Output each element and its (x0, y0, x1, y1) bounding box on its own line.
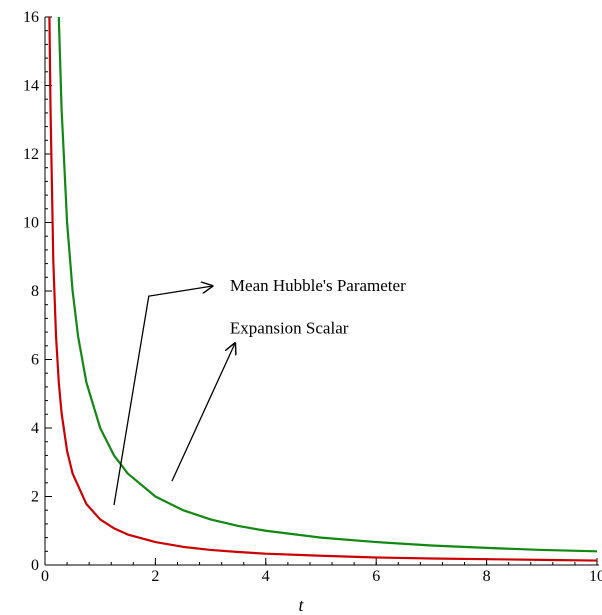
y-tick-label: 14 (23, 78, 39, 95)
y-tick-label: 6 (31, 352, 39, 369)
annotation-arrow-0 (113, 286, 213, 506)
annotation-label-1: Expansion Scalar (230, 319, 349, 338)
x-tick-label: 4 (262, 568, 270, 585)
x-tick-label: 6 (372, 568, 380, 585)
y-tick-label: 8 (31, 283, 39, 300)
series-line-1 (57, 16, 598, 553)
axes: 0 2 4 6 8 10 0 2 4 6 8 10 12 14 16 t (23, 9, 602, 615)
x-axis-title: t (298, 595, 304, 615)
x-tick-label: 8 (483, 568, 491, 585)
y-tick-label: 12 (23, 146, 39, 163)
y-tick-label: 0 (31, 557, 39, 574)
series-layer (48, 16, 598, 562)
annotation-layer: Mean Hubble's Parameter Expansion Scalar (113, 276, 406, 506)
x-tick-label: 0 (41, 568, 49, 585)
annotation-label-0: Mean Hubble's Parameter (230, 276, 406, 295)
y-tick-label: 10 (23, 215, 39, 232)
x-tick-label: 2 (151, 568, 159, 585)
series-line-0 (48, 16, 598, 562)
y-tick-label: 2 (31, 489, 39, 506)
x-tick-label: 10 (589, 568, 602, 585)
annotation-arrow-1 (171, 342, 235, 482)
y-tick-label: 4 (31, 420, 39, 437)
y-tick-label: 16 (23, 9, 39, 26)
